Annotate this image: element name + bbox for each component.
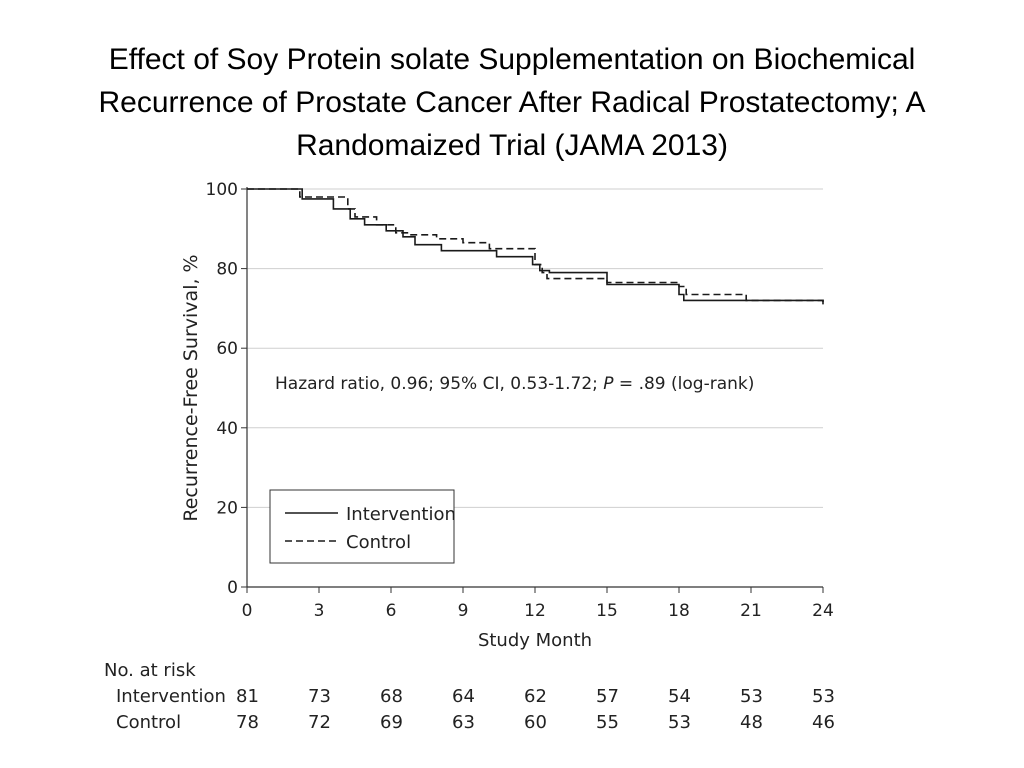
x-tick-label: 9 — [458, 601, 469, 621]
annotation-p-symbol: P — [603, 374, 614, 394]
y-tick-label: 20 — [216, 498, 238, 518]
x-ticks: 0 3 6 9 12 15 18 21 24 — [242, 587, 834, 621]
x-tick-label: 3 — [314, 601, 325, 621]
y-axis-label: Recurrence-Free Survival, % — [180, 254, 202, 521]
y-tick-label: 0 — [227, 578, 238, 598]
survival-curves — [247, 188, 824, 305]
x-tick-label: 21 — [740, 601, 762, 621]
y-tick-label: 100 — [206, 180, 238, 200]
legend-label-intervention: Intervention — [346, 504, 456, 525]
y-tick-label: 60 — [216, 339, 238, 359]
hazard-ratio-annotation: Hazard ratio, 0.96; 95% CI, 0.53-1.72; P… — [275, 374, 754, 394]
annotation-suffix: = .89 (log-rank) — [614, 374, 755, 394]
annotation-prefix: Hazard ratio, 0.96; 95% CI, 0.53-1.72; — [275, 374, 603, 394]
legend-box — [269, 489, 455, 564]
x-tick-label: 24 — [812, 601, 834, 621]
y-ticks: 0 20 40 60 80 100 — [206, 180, 247, 598]
x-axis-label: Study Month — [478, 630, 592, 651]
grid-lines — [247, 188, 823, 508]
slide-title-line-1: Effect of Soy Protein solate Supplementa… — [108, 43, 916, 76]
slide-title-line-2: Recurrence of Prostate Cancer After Radi… — [98, 86, 926, 119]
y-tick-label: 40 — [216, 419, 238, 439]
legend-label-control: Control — [346, 532, 411, 553]
x-tick-label: 18 — [668, 601, 690, 621]
x-tick-label: 0 — [242, 601, 253, 621]
x-tick-label: 6 — [386, 601, 397, 621]
slide-title: Effect of Soy Protein solate Supplementa… — [20, 38, 1004, 167]
x-tick-label: 12 — [524, 601, 546, 621]
slide-title-line-3: Randomaized Trial (JAMA 2013) — [296, 129, 728, 162]
series-line-control — [247, 188, 824, 303]
series-line-intervention — [247, 188, 824, 305]
x-tick-label: 15 — [596, 601, 618, 621]
y-tick-label: 80 — [216, 260, 238, 280]
legend: Intervention Control — [269, 489, 456, 564]
